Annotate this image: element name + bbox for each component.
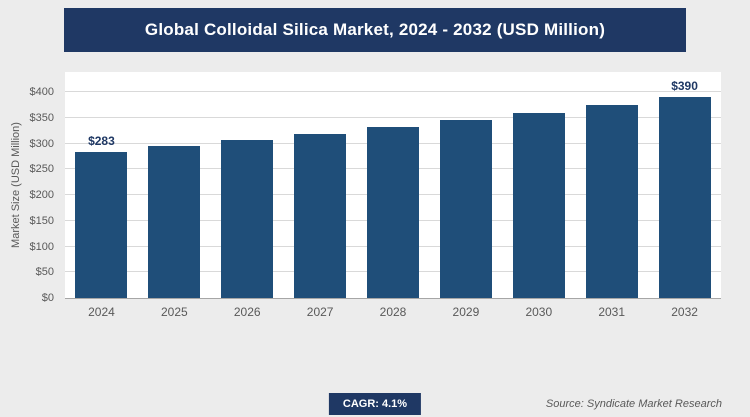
bar-2026 [221,139,274,298]
bar-value-label: $390 [671,79,698,94]
x-tick-label: 2029 [452,305,480,319]
y-tick-label: $300 [29,137,54,150]
y-tick-label: $150 [29,214,54,227]
cagr-badge: CAGR: 4.1% [328,393,422,415]
x-tick-label: 2024 [88,305,115,319]
x-tick-label: 2028 [379,305,407,319]
x-axis-tick-labels: 2024 2025 2026 2027 2028 2029 2030 2031 2032 [65,305,721,323]
gridline [65,116,721,118]
x-tick-label: 2031 [598,305,626,319]
bar-2027 [294,133,347,298]
y-tick-label: $400 [29,86,54,98]
bar-2029 [439,119,492,298]
bar-2024 [75,152,128,298]
y-tick-label: $50 [35,266,54,279]
y-tick-label: $350 [29,111,54,124]
y-tick-label: $200 [29,189,54,201]
y-tick-label: $0 [41,292,54,304]
page-title: Global Colloidal Silica Market, 2024 - 2… [144,20,606,39]
y-axis-tick-labels: $0 $50 $100 $150 $200 $250 $300 $350 $400 [0,72,58,304]
bar-2025 [148,146,201,298]
plot-area: $283 $390 [65,72,721,299]
y-tick-label: $100 [29,240,54,253]
x-tick-label: 2032 [671,305,698,319]
source-note: Source: Syndicate Market Research [545,398,722,410]
gridline [65,91,721,92]
y-tick-label: $250 [29,163,54,176]
bar-value-label: $283 [88,134,115,149]
x-tick-label: 2025 [160,305,188,319]
bar-2028 [367,127,419,298]
x-tick-label: 2027 [306,305,334,319]
bar-2030 [512,112,565,298]
bar-2031 [585,104,638,298]
x-tick-label: 2026 [233,305,261,319]
x-tick-label: 2030 [525,305,553,319]
bar-2032 [658,97,711,298]
chart-title-bar: Global Colloidal Silica Market, 2024 - 2… [64,8,686,52]
